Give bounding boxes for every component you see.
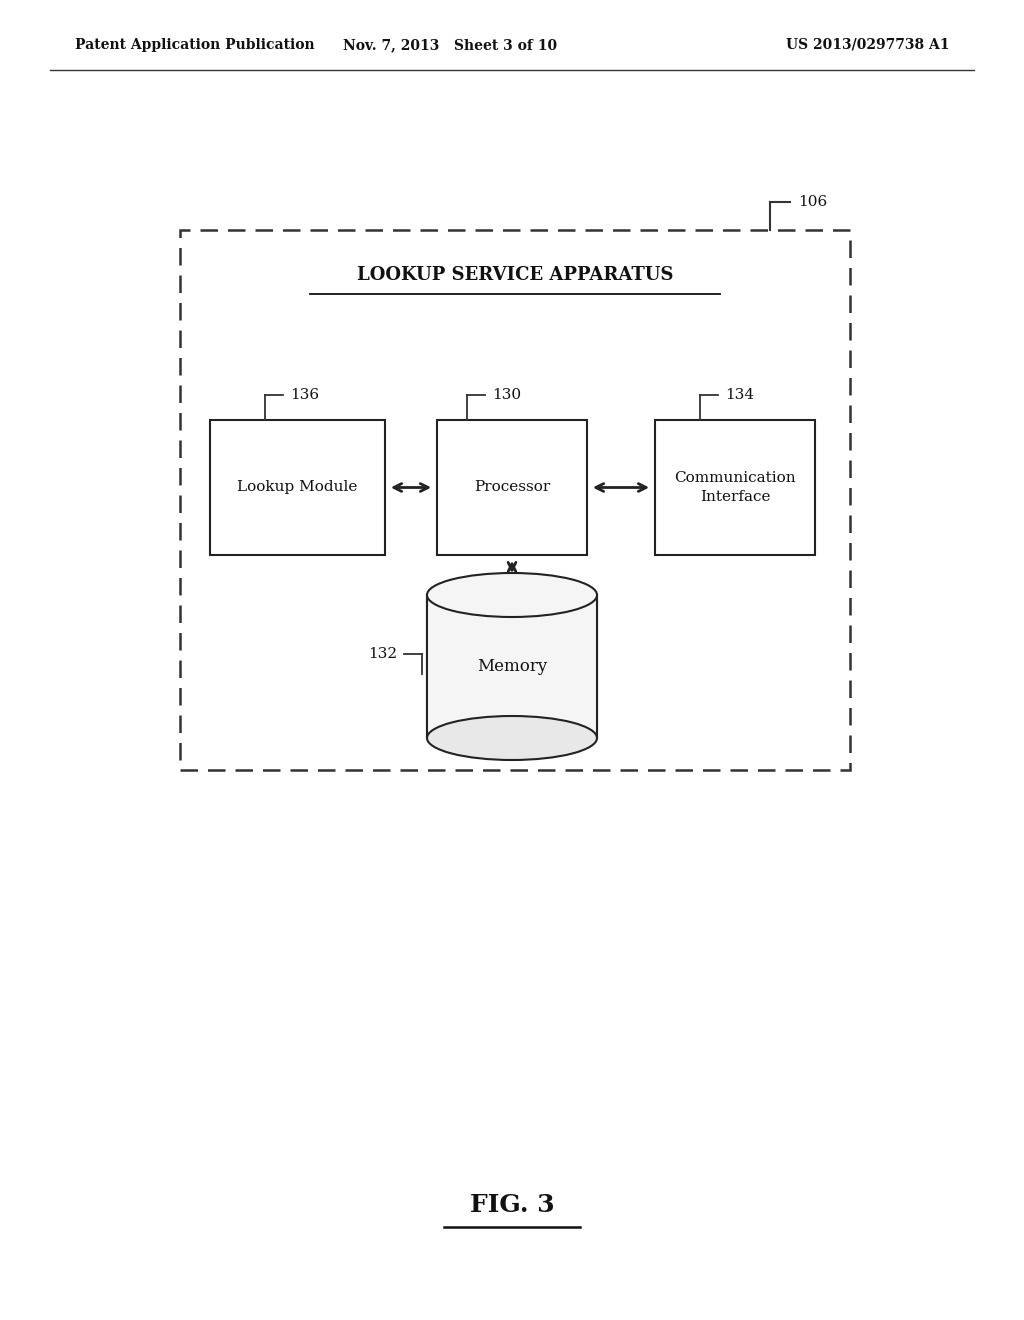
Ellipse shape xyxy=(427,715,597,760)
Text: Lookup Module: Lookup Module xyxy=(238,480,357,495)
Text: Processor: Processor xyxy=(474,480,550,495)
Text: Patent Application Publication: Patent Application Publication xyxy=(75,38,314,51)
Bar xyxy=(427,595,597,738)
Text: 132: 132 xyxy=(368,647,397,660)
FancyBboxPatch shape xyxy=(437,420,587,554)
Text: 106: 106 xyxy=(798,195,827,209)
Text: Communication
Interface: Communication Interface xyxy=(674,471,796,504)
FancyBboxPatch shape xyxy=(210,420,385,554)
Text: 136: 136 xyxy=(290,388,319,403)
Text: 134: 134 xyxy=(725,388,754,403)
Text: LOOKUP SERVICE APPARATUS: LOOKUP SERVICE APPARATUS xyxy=(356,267,673,284)
Text: FIG. 3: FIG. 3 xyxy=(470,1193,554,1217)
Text: 130: 130 xyxy=(492,388,521,403)
FancyBboxPatch shape xyxy=(655,420,815,554)
Ellipse shape xyxy=(427,573,597,616)
Text: Memory: Memory xyxy=(477,657,547,675)
Bar xyxy=(427,595,597,738)
Text: Nov. 7, 2013   Sheet 3 of 10: Nov. 7, 2013 Sheet 3 of 10 xyxy=(343,38,557,51)
Text: US 2013/0297738 A1: US 2013/0297738 A1 xyxy=(786,38,950,51)
